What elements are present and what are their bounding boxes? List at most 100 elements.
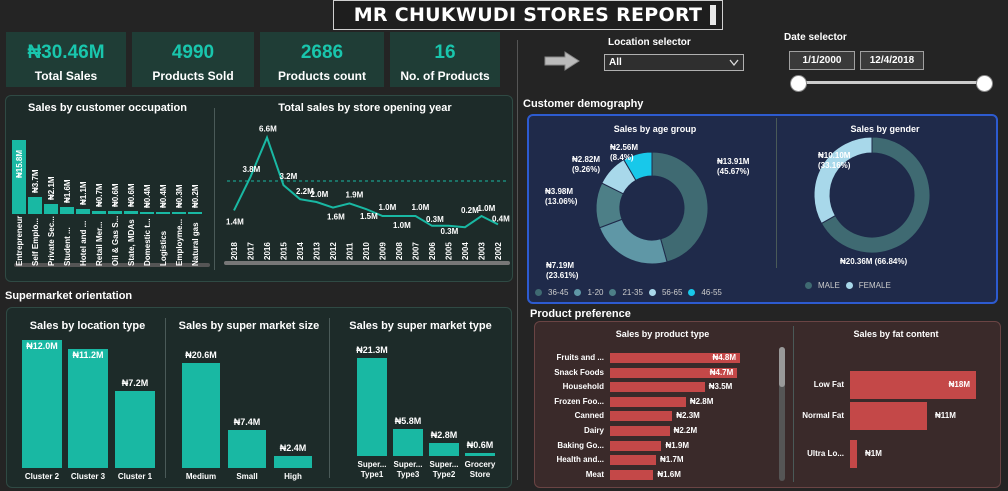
year-value-label: 1.6M <box>327 213 345 222</box>
age-slice-label: ₦2.56M (8.4%) <box>610 143 639 162</box>
year-tick-label: 2013 <box>313 242 322 260</box>
year-tick-label: 2004 <box>461 242 470 260</box>
orientation-value-label: ₦5.8M <box>394 416 422 427</box>
year-value-label: 6.6M <box>259 125 277 134</box>
product-category-label: Health and... <box>556 455 604 465</box>
occupation-category-label: Entrepreneur <box>15 215 24 266</box>
year-tick-label: 2016 <box>263 242 272 260</box>
age-slice-label: ₦7.19M (23.61%) <box>546 261 579 280</box>
occupation-bar <box>188 212 202 214</box>
scrollbar-thumb[interactable] <box>779 347 785 387</box>
product-bar <box>610 411 673 422</box>
fat-bar <box>850 371 976 399</box>
product-bar <box>610 455 657 466</box>
occupation-category-label: Domestic t... <box>143 218 152 266</box>
occupation-value-label: ₦0.4M <box>143 184 152 208</box>
occupation-value-label: ₦1.6M <box>63 178 72 203</box>
chart-title-market-type: Sales by super market type <box>349 320 492 332</box>
legend-label: 56-65 <box>661 288 683 297</box>
occupation-category-label: Logistics <box>159 230 168 266</box>
orientation-category-label: Medium <box>185 472 217 481</box>
donut-slice-female[interactable] <box>813 136 873 225</box>
orientation-value-label: ₦12.0M <box>26 341 58 351</box>
orientation-bar <box>357 358 387 456</box>
end-date-input[interactable]: 12/4/2018 <box>860 51 924 70</box>
year-value-label: 2.0M <box>311 190 329 199</box>
occupation-bar <box>156 212 170 214</box>
donut-slice-46-55[interactable] <box>623 151 653 182</box>
orientation-bar <box>22 340 62 468</box>
chart-title-market-size: Sales by super market size <box>178 320 320 332</box>
chart-title-age-group: Sales by age group <box>613 124 697 134</box>
occupation-bar <box>124 211 138 214</box>
fat-category-label: Ultra Lo... <box>807 449 844 458</box>
product-bar <box>610 382 705 393</box>
year-value-label: 1.0M <box>478 204 496 213</box>
kpi-label: No. of Products <box>400 69 490 83</box>
year-tick-label: 2003 <box>478 242 487 260</box>
horizontal-scrollbar[interactable] <box>224 261 510 265</box>
occupation-bar <box>28 196 42 214</box>
product-category-label: Canned <box>574 411 604 421</box>
occupation-category-label: State, MDAs <box>127 219 136 266</box>
year-tick-label: 2006 <box>428 242 437 260</box>
start-date-input[interactable]: 1/1/2000 <box>789 51 855 70</box>
product-value-label: ₦1.6M <box>657 469 681 479</box>
occupation-value-label: ₦0.6M <box>127 183 136 208</box>
year-tick-label: 2012 <box>329 242 338 260</box>
donut-slice-1-20[interactable] <box>598 218 668 265</box>
year-tick-label: 2005 <box>445 242 454 260</box>
product-bar <box>610 426 670 436</box>
orientation-bar <box>182 363 220 468</box>
chart-title-occupation: Sales by customer occupation <box>28 102 187 114</box>
orientation-value-label: ₦11.2M <box>72 349 104 360</box>
orientation-value-label: ₦21.3M <box>356 345 388 355</box>
date-slider-start-handle[interactable] <box>790 75 807 92</box>
kpi-value: 2686 <box>300 42 344 63</box>
product-category-label: Fruits and ... <box>556 353 604 362</box>
legend-dot <box>535 289 542 296</box>
legend-label: 1-20 <box>587 288 604 297</box>
year-value-label: 0.2M <box>461 206 479 215</box>
date-slider-end-handle[interactable] <box>976 75 993 92</box>
date-slider-track[interactable] <box>798 81 986 84</box>
vertical-scrollbar[interactable] <box>779 347 785 481</box>
occupation-value-label: ₦0.2M <box>191 184 200 208</box>
report-title: MR CHUKWUDI STORES REPORT <box>353 4 703 26</box>
occupation-bar <box>140 212 154 214</box>
date-selector-label: Date selector <box>784 32 847 43</box>
gender-donut-chart <box>813 136 931 254</box>
orientation-bar <box>393 429 423 456</box>
panel-divider <box>793 326 794 482</box>
legend-dot <box>845 282 853 289</box>
chart-title-fat-content: Sales by fat content <box>853 329 939 339</box>
orientation-value-label: ₦7.4M <box>233 417 261 428</box>
horizontal-scrollbar[interactable] <box>14 263 210 267</box>
product-category-label: Meat <box>585 469 604 479</box>
location-dropdown-value: All <box>609 57 622 68</box>
occupation-bar <box>12 140 26 214</box>
orientation-bar <box>429 443 459 456</box>
occupation-value-label: ₦1.1M <box>79 181 88 205</box>
legend-label: MALE <box>818 281 840 290</box>
legend-dot <box>688 289 696 296</box>
occupation-category-label: Self Emplo... <box>31 217 40 266</box>
fat-category-label: Low Fat <box>813 380 844 389</box>
donut-slice-36-45[interactable] <box>651 151 709 263</box>
year-value-label: 1.0M <box>393 221 411 230</box>
orientation-value-label: ₦7.2M <box>121 378 149 389</box>
sales-overview-panel <box>5 95 513 282</box>
kpi-label: Products Sold <box>152 69 234 83</box>
kpi-value: 4990 <box>171 42 215 63</box>
donut-slice-male[interactable] <box>820 136 931 254</box>
legend-dot <box>648 289 656 296</box>
occupation-bar <box>60 206 74 214</box>
kpi-label: Products count <box>277 69 366 83</box>
location-dropdown[interactable]: All <box>604 54 744 71</box>
arrow-right-icon <box>544 51 580 71</box>
age-slice-label: ₦13.91M (45.67%) <box>717 157 750 176</box>
product-value-label: ₦4.7M <box>709 367 734 377</box>
product-preference-panel <box>534 321 1001 488</box>
product-value-label: ₦1.9M <box>665 440 690 450</box>
product-value-label: ₦4.8M <box>712 353 736 362</box>
